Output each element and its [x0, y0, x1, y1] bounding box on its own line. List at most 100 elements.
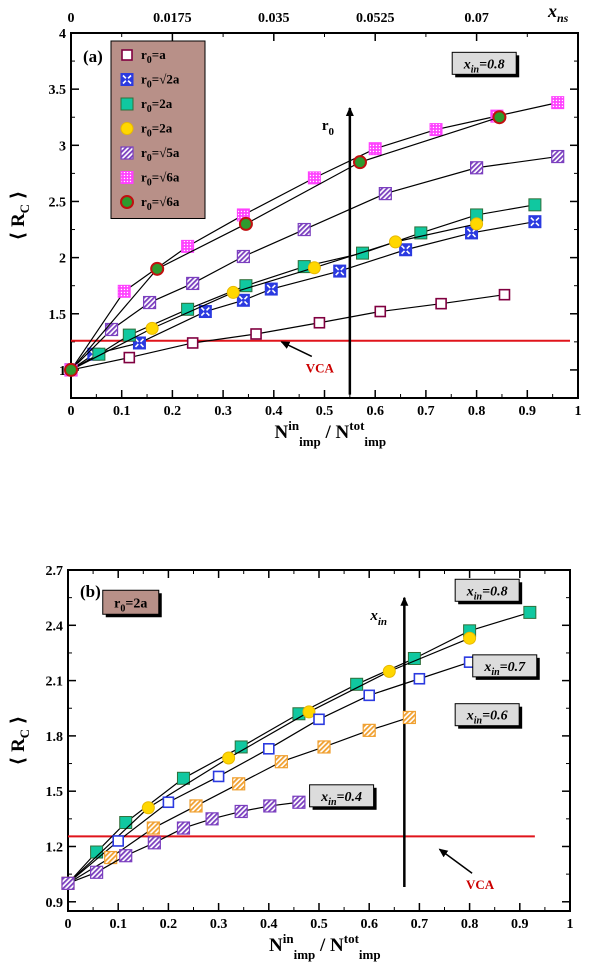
data-point	[141, 801, 155, 815]
x-tick-label: 0.1	[113, 404, 131, 419]
annotation-box	[472, 654, 538, 678]
x-tick-label: 0.4	[265, 404, 283, 419]
data-point	[498, 288, 511, 301]
data-point	[551, 149, 565, 164]
data-point	[122, 328, 136, 342]
series-4	[64, 149, 565, 377]
data-point	[264, 282, 278, 296]
data-point	[362, 723, 376, 737]
data-point	[232, 777, 246, 791]
legend-label: r0=√6a	[141, 170, 180, 189]
data-point	[262, 742, 275, 755]
y-tick-label: 2.7	[46, 564, 64, 579]
legend-marker	[120, 146, 134, 160]
x-tick-label: 0.8	[468, 404, 486, 419]
data-point	[146, 821, 160, 835]
data-point	[112, 835, 124, 847]
data-point	[147, 836, 161, 850]
chart-panel-b: 0 0.1 0.2 0.3 0.4 0.5 0.6 0.7 0.8 0.9 1 0.9 1.2 1.5 1.…	[8, 564, 574, 962]
y-tick-label: 1	[59, 364, 66, 379]
panel-label: (b)	[80, 582, 101, 601]
data-point	[368, 142, 382, 156]
data-point	[123, 351, 136, 364]
legend-marker	[120, 171, 134, 184]
legend-label: r0=√5a	[141, 145, 180, 164]
data-point	[413, 672, 426, 685]
panel-label: (a)	[83, 47, 103, 66]
data-point	[352, 155, 367, 170]
y-tick-label: 1.8	[46, 730, 64, 745]
data-point	[234, 804, 248, 819]
data-point	[263, 799, 277, 813]
legend-label: r0=2a	[141, 96, 173, 115]
data-point	[236, 249, 250, 264]
series-line	[67, 637, 470, 884]
legend-marker	[121, 49, 133, 61]
y-tick-label: 3	[59, 139, 66, 154]
box-label	[102, 589, 160, 615]
data-point	[119, 849, 133, 863]
data-point	[317, 740, 331, 754]
x-tick-label: 0.4	[260, 917, 278, 932]
y-tick-label: 4	[59, 27, 66, 42]
data-point	[189, 799, 203, 813]
data-point	[551, 96, 565, 110]
data-point	[181, 302, 195, 316]
data-point	[142, 295, 157, 310]
y-tick-label: 1.5	[49, 308, 67, 323]
data-point	[104, 322, 119, 337]
top-axis-tick-label: 0	[68, 11, 75, 26]
y-tick-label: 1.2	[46, 840, 64, 855]
annotation-text: xin=0.8	[463, 57, 505, 75]
top-axis-label: xns	[547, 1, 569, 25]
x-axis-label: Ninimp / Ntotimp	[275, 418, 387, 449]
legend-label: r0=√6a	[141, 194, 180, 213]
data-point	[333, 264, 347, 278]
top-axis-tick-label: 0.0525	[356, 11, 395, 26]
x-tick-label: 0.2	[164, 404, 182, 419]
trend-arrow-label: r0	[322, 118, 335, 138]
series-line	[70, 223, 477, 371]
data-point	[176, 771, 190, 785]
data-point	[382, 664, 396, 678]
vca-arrow	[280, 341, 313, 358]
series-line	[70, 204, 536, 371]
chart-panel-a: 0 0.1 0.2 0.3 0.4 0.5 0.6 0.7 0.8 0.9 1 1 1.5 2 2.5 3 3.…	[8, 1, 582, 449]
x-axis-label: Ninimp / Ntotimp	[269, 931, 381, 962]
data-point	[402, 710, 416, 725]
x-tick-label: 0.7	[411, 917, 429, 932]
y-tick-label: 2.1	[46, 675, 64, 690]
data-point	[470, 217, 484, 231]
data-point	[463, 631, 477, 645]
data-point	[492, 110, 507, 125]
y-axis-label: ⟨ RC ⟩	[8, 191, 32, 241]
legend-label: r0=√2a	[141, 72, 180, 91]
series-line	[70, 294, 505, 371]
data-point	[374, 305, 387, 318]
x-tick-label: 0.9	[519, 404, 537, 419]
vca-arrow	[438, 848, 473, 874]
data-point	[528, 215, 542, 229]
top-axis-tick-label: 0.035	[258, 11, 290, 26]
data-point	[292, 795, 306, 809]
data-point	[363, 689, 376, 702]
annotation-text: xin=0.8	[466, 584, 508, 602]
annotation-box	[309, 784, 375, 808]
data-point	[119, 816, 133, 830]
series-line	[70, 221, 536, 371]
y-tick-label: 2	[59, 252, 66, 267]
annotation-text: xin=0.6	[466, 709, 508, 727]
data-point	[523, 605, 537, 619]
data-point	[104, 850, 118, 865]
data-point	[429, 123, 443, 137]
top-axis-tick-label: 0.0175	[153, 11, 192, 26]
data-point	[205, 812, 219, 826]
data-point	[399, 243, 413, 257]
data-point	[302, 705, 316, 719]
data-point	[176, 821, 191, 835]
data-point	[297, 222, 311, 237]
data-point	[313, 713, 325, 726]
data-point	[236, 293, 250, 307]
data-point	[186, 337, 199, 349]
